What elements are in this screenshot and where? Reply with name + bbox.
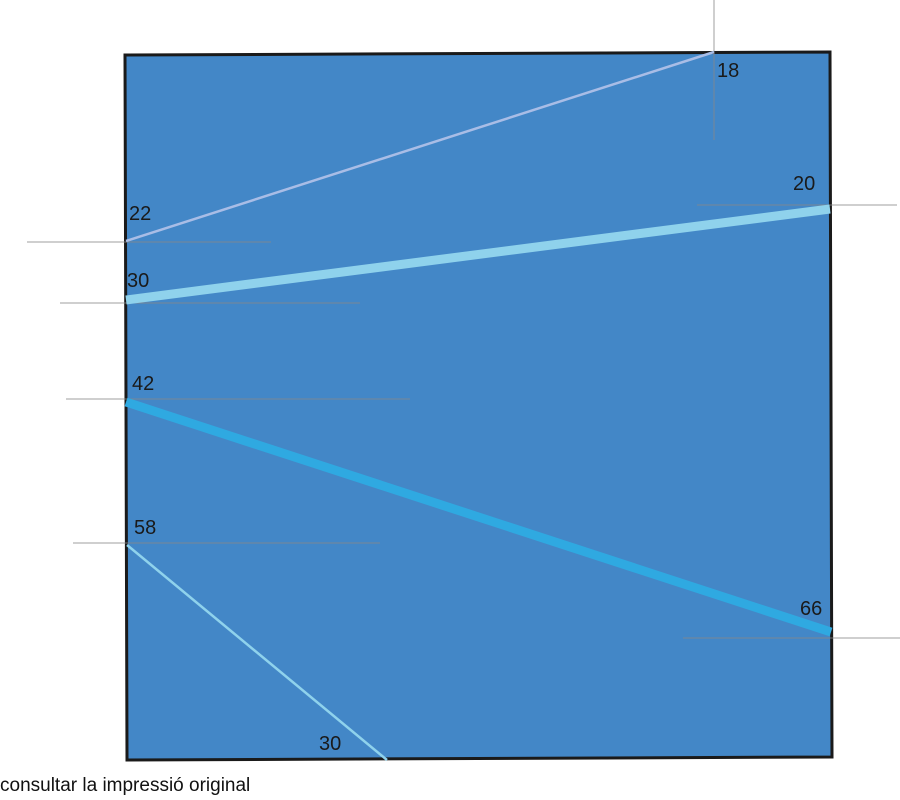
line-30-to-20 (125, 204, 831, 305)
label-30-bottom: 30 (319, 733, 341, 755)
blue-panel (123, 50, 834, 762)
label-18: 18 (717, 60, 739, 82)
label-22: 22 (129, 203, 151, 225)
caption: consultar la impressió original (0, 775, 251, 796)
label-20: 20 (793, 173, 815, 195)
line-58-to-30 (126, 544, 388, 761)
label-66: 66 (800, 598, 822, 620)
label-30-left: 30 (127, 270, 149, 292)
line-22-to-18 (125, 50, 715, 243)
line-42-to-66 (124, 397, 833, 637)
label-58: 58 (134, 517, 156, 539)
label-42: 42 (132, 373, 154, 395)
